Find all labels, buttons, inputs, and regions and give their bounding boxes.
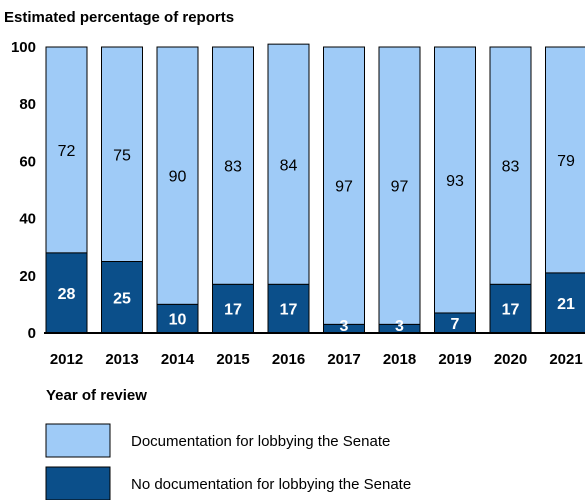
data-label-documentation: 72 [58,143,76,160]
bar-stack: 72 28 [45,46,88,334]
data-label-no-documentation: 17 [224,302,242,319]
bar-no-documentation [156,303,199,334]
x-tick-label: 2015 [216,351,249,368]
x-tick-label: 2014 [161,351,195,368]
data-label-documentation: 84 [280,157,298,174]
y-tick-label: 80 [19,96,36,113]
data-label-documentation: 97 [335,179,353,196]
bar-stack: 83 17 [212,46,254,334]
bar-stack: 93 7 [434,46,476,334]
bar-no-documentation [267,283,310,334]
bar-stack: 97 3 [378,46,421,335]
x-axis: 2012 2013 2014 2015 2016 2017 2018 2019 2020 2021 [50,351,583,368]
y-tick-label: 100 [11,39,36,56]
x-tick-label: 2021 [549,351,582,368]
legend-item: Documentation for lobbying the Senate [45,423,390,458]
data-label-documentation: 90 [169,169,187,186]
legend-swatch [45,466,111,500]
data-label-documentation: 83 [224,159,242,176]
x-tick-label: 2016 [272,351,305,368]
bar-documentation [101,46,143,262]
x-tick-label: 2012 [50,351,83,368]
legend-label: Documentation for lobbying the Senate [131,433,390,450]
bar-stack: 97 3 [323,46,365,335]
chart-title: Estimated percentage of reports [4,9,234,26]
bar-documentation [378,46,421,325]
data-label-no-documentation: 17 [502,302,520,319]
data-label-no-documentation: 3 [395,318,404,335]
bar-no-documentation [489,283,532,334]
data-label-no-documentation: 3 [340,318,349,335]
bar-no-documentation [101,261,143,334]
data-label-documentation: 93 [446,173,464,190]
y-tick-label: 60 [19,153,36,170]
x-tick-label: 2019 [438,351,471,368]
x-tick-label: 2017 [327,351,360,368]
legend-label: No documentation for lobbying the Senate [131,476,411,493]
bar-stack: 84 17 [267,43,310,334]
bar-documentation [45,46,88,254]
data-label-no-documentation: 7 [451,316,460,333]
bar-no-documentation [545,272,585,334]
bar-stack: 75 25 [101,46,143,334]
data-label-no-documentation: 17 [280,302,298,319]
bar-documentation [489,46,532,285]
bar-stack: 83 17 [489,46,532,334]
bar-documentation [323,46,365,325]
legend-swatch [45,423,111,458]
data-label-no-documentation: 10 [169,312,187,329]
data-label-documentation: 97 [391,179,409,196]
y-tick-label: 40 [19,211,36,228]
y-axis: 0 20 40 60 80 100 [11,39,36,342]
data-label-no-documentation: 25 [113,290,131,307]
data-label-documentation: 83 [502,159,520,176]
x-tick-label: 2013 [105,351,138,368]
x-tick-label: 2018 [383,351,416,368]
bar-stack: 79 21 [545,46,585,334]
y-tick-label: 0 [28,325,36,342]
legend-item: No documentation for lobbying the Senate [45,466,411,500]
data-label-documentation: 75 [113,147,131,164]
bar-documentation [545,46,585,274]
x-tick-label: 2020 [494,351,527,368]
legend: Documentation for lobbying the Senate No … [45,423,411,500]
bar-no-documentation [45,252,88,334]
bar-stack: 90 10 [156,46,199,334]
data-label-no-documentation: 28 [58,286,76,303]
data-label-documentation: 79 [557,153,575,170]
y-tick-label: 20 [19,268,36,285]
bar-no-documentation [212,283,254,334]
x-axis-title: Year of review [46,387,147,404]
bars-group: 72 28 75 25 90 10 83 17 84 17 97 3 97 3 93 7 83 17 79 21 [45,43,585,335]
data-label-no-documentation: 21 [557,296,575,313]
